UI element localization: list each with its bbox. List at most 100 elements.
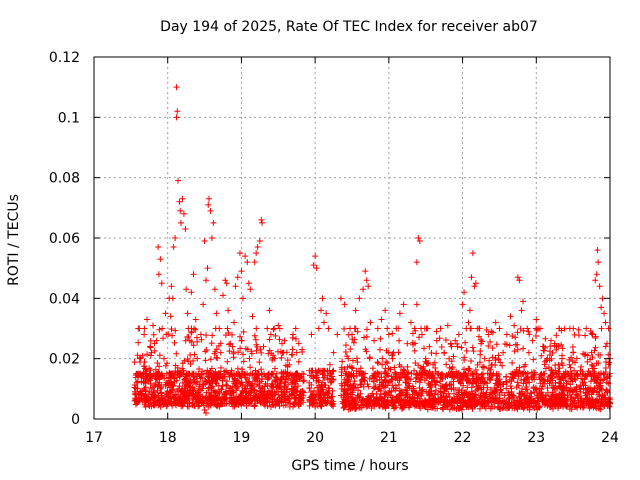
data-point xyxy=(516,277,523,284)
data-point xyxy=(385,379,392,386)
data-point xyxy=(326,394,333,401)
data-point xyxy=(247,286,254,293)
data-point xyxy=(155,271,162,278)
data-point xyxy=(219,383,226,390)
x-tick-label: 22 xyxy=(454,430,472,446)
data-point xyxy=(270,326,277,333)
data-point xyxy=(210,219,217,226)
data-point xyxy=(413,301,420,308)
data-point xyxy=(141,392,148,399)
data-point xyxy=(135,339,142,346)
data-point xyxy=(465,319,472,326)
data-point xyxy=(201,399,208,406)
x-tick-label: 17 xyxy=(85,430,103,446)
data-point xyxy=(264,395,271,402)
y-tick-label: 0.1 xyxy=(58,110,80,126)
data-point xyxy=(292,335,299,342)
data-point xyxy=(514,341,521,348)
data-point xyxy=(555,361,562,368)
data-point xyxy=(354,359,361,366)
data-point xyxy=(495,397,502,404)
data-point xyxy=(172,235,179,241)
data-point xyxy=(222,389,229,396)
data-point xyxy=(416,397,423,404)
data-point xyxy=(503,379,510,386)
data-point xyxy=(212,389,219,396)
data-point xyxy=(291,400,298,407)
data-point xyxy=(226,348,233,355)
data-point xyxy=(149,322,156,329)
data-point xyxy=(341,301,348,308)
data-point xyxy=(603,387,610,394)
data-point xyxy=(259,219,266,226)
data-points xyxy=(131,84,613,416)
data-point xyxy=(602,319,609,326)
data-point xyxy=(167,313,174,320)
data-point xyxy=(405,382,412,389)
data-point xyxy=(289,346,296,353)
data-point xyxy=(524,370,531,377)
data-point xyxy=(208,340,215,347)
data-point xyxy=(191,393,198,400)
data-point xyxy=(548,393,555,400)
data-point xyxy=(224,325,231,332)
data-point xyxy=(175,400,182,407)
data-point xyxy=(339,358,346,365)
data-point xyxy=(159,325,166,332)
data-point xyxy=(533,327,540,334)
data-point xyxy=(563,403,570,410)
data-point xyxy=(233,401,240,408)
data-point xyxy=(389,394,396,401)
data-point xyxy=(375,401,382,408)
data-point xyxy=(385,331,392,338)
data-point xyxy=(254,244,261,251)
data-point xyxy=(440,390,447,397)
data-point xyxy=(500,349,507,356)
data-point xyxy=(265,350,272,357)
data-point xyxy=(379,355,386,362)
data-point xyxy=(478,394,485,401)
data-point xyxy=(176,383,183,390)
data-point xyxy=(152,379,159,386)
data-point xyxy=(351,378,358,385)
data-point xyxy=(197,395,204,402)
data-point xyxy=(207,402,214,409)
chart-title: Day 194 of 2025, Rate Of TEC Index for r… xyxy=(160,19,538,35)
data-point xyxy=(601,310,608,317)
data-point xyxy=(549,389,556,396)
data-point xyxy=(200,301,207,308)
data-point xyxy=(468,357,475,364)
data-point xyxy=(160,335,167,342)
data-point xyxy=(251,259,258,266)
data-point xyxy=(233,387,240,394)
data-point xyxy=(571,331,578,338)
data-point xyxy=(462,339,469,346)
data-point xyxy=(149,395,156,402)
data-point xyxy=(203,409,210,416)
data-point xyxy=(318,403,325,410)
data-point xyxy=(400,301,407,308)
data-point xyxy=(342,348,349,355)
data-point xyxy=(315,377,322,384)
data-point xyxy=(205,385,212,392)
data-point xyxy=(266,347,273,354)
data-point xyxy=(461,289,468,296)
data-point xyxy=(237,380,244,387)
data-point xyxy=(544,378,551,385)
data-point xyxy=(267,331,274,338)
data-point xyxy=(235,396,242,403)
data-point xyxy=(144,316,151,323)
data-point xyxy=(355,387,362,394)
data-point xyxy=(290,383,297,390)
data-point xyxy=(205,377,212,384)
data-point xyxy=(245,280,252,287)
data-point xyxy=(497,386,504,393)
data-point xyxy=(362,268,369,275)
data-point xyxy=(598,304,605,311)
data-point xyxy=(363,333,370,340)
data-point xyxy=(190,387,197,394)
data-point xyxy=(280,386,287,393)
data-point xyxy=(216,325,223,332)
data-point xyxy=(185,325,192,332)
data-point xyxy=(496,325,503,332)
